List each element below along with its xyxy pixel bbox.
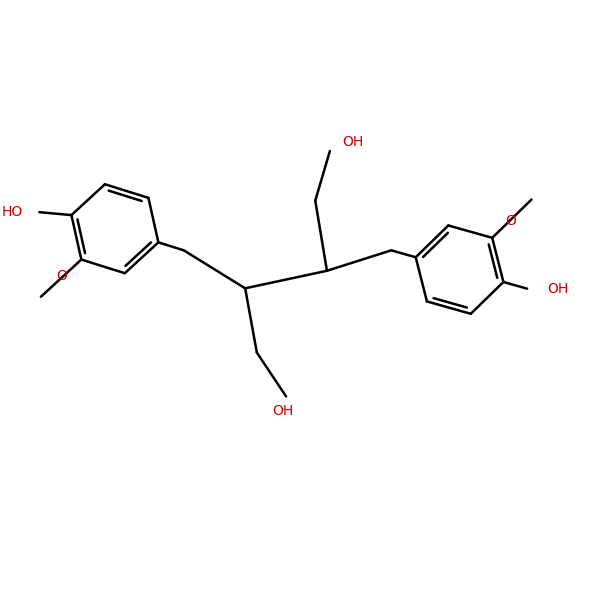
Text: HO: HO	[2, 205, 23, 219]
Text: OH: OH	[343, 135, 364, 149]
Text: O: O	[506, 214, 517, 228]
Text: O: O	[56, 269, 68, 283]
Text: OH: OH	[547, 281, 569, 296]
Text: OH: OH	[272, 404, 294, 418]
